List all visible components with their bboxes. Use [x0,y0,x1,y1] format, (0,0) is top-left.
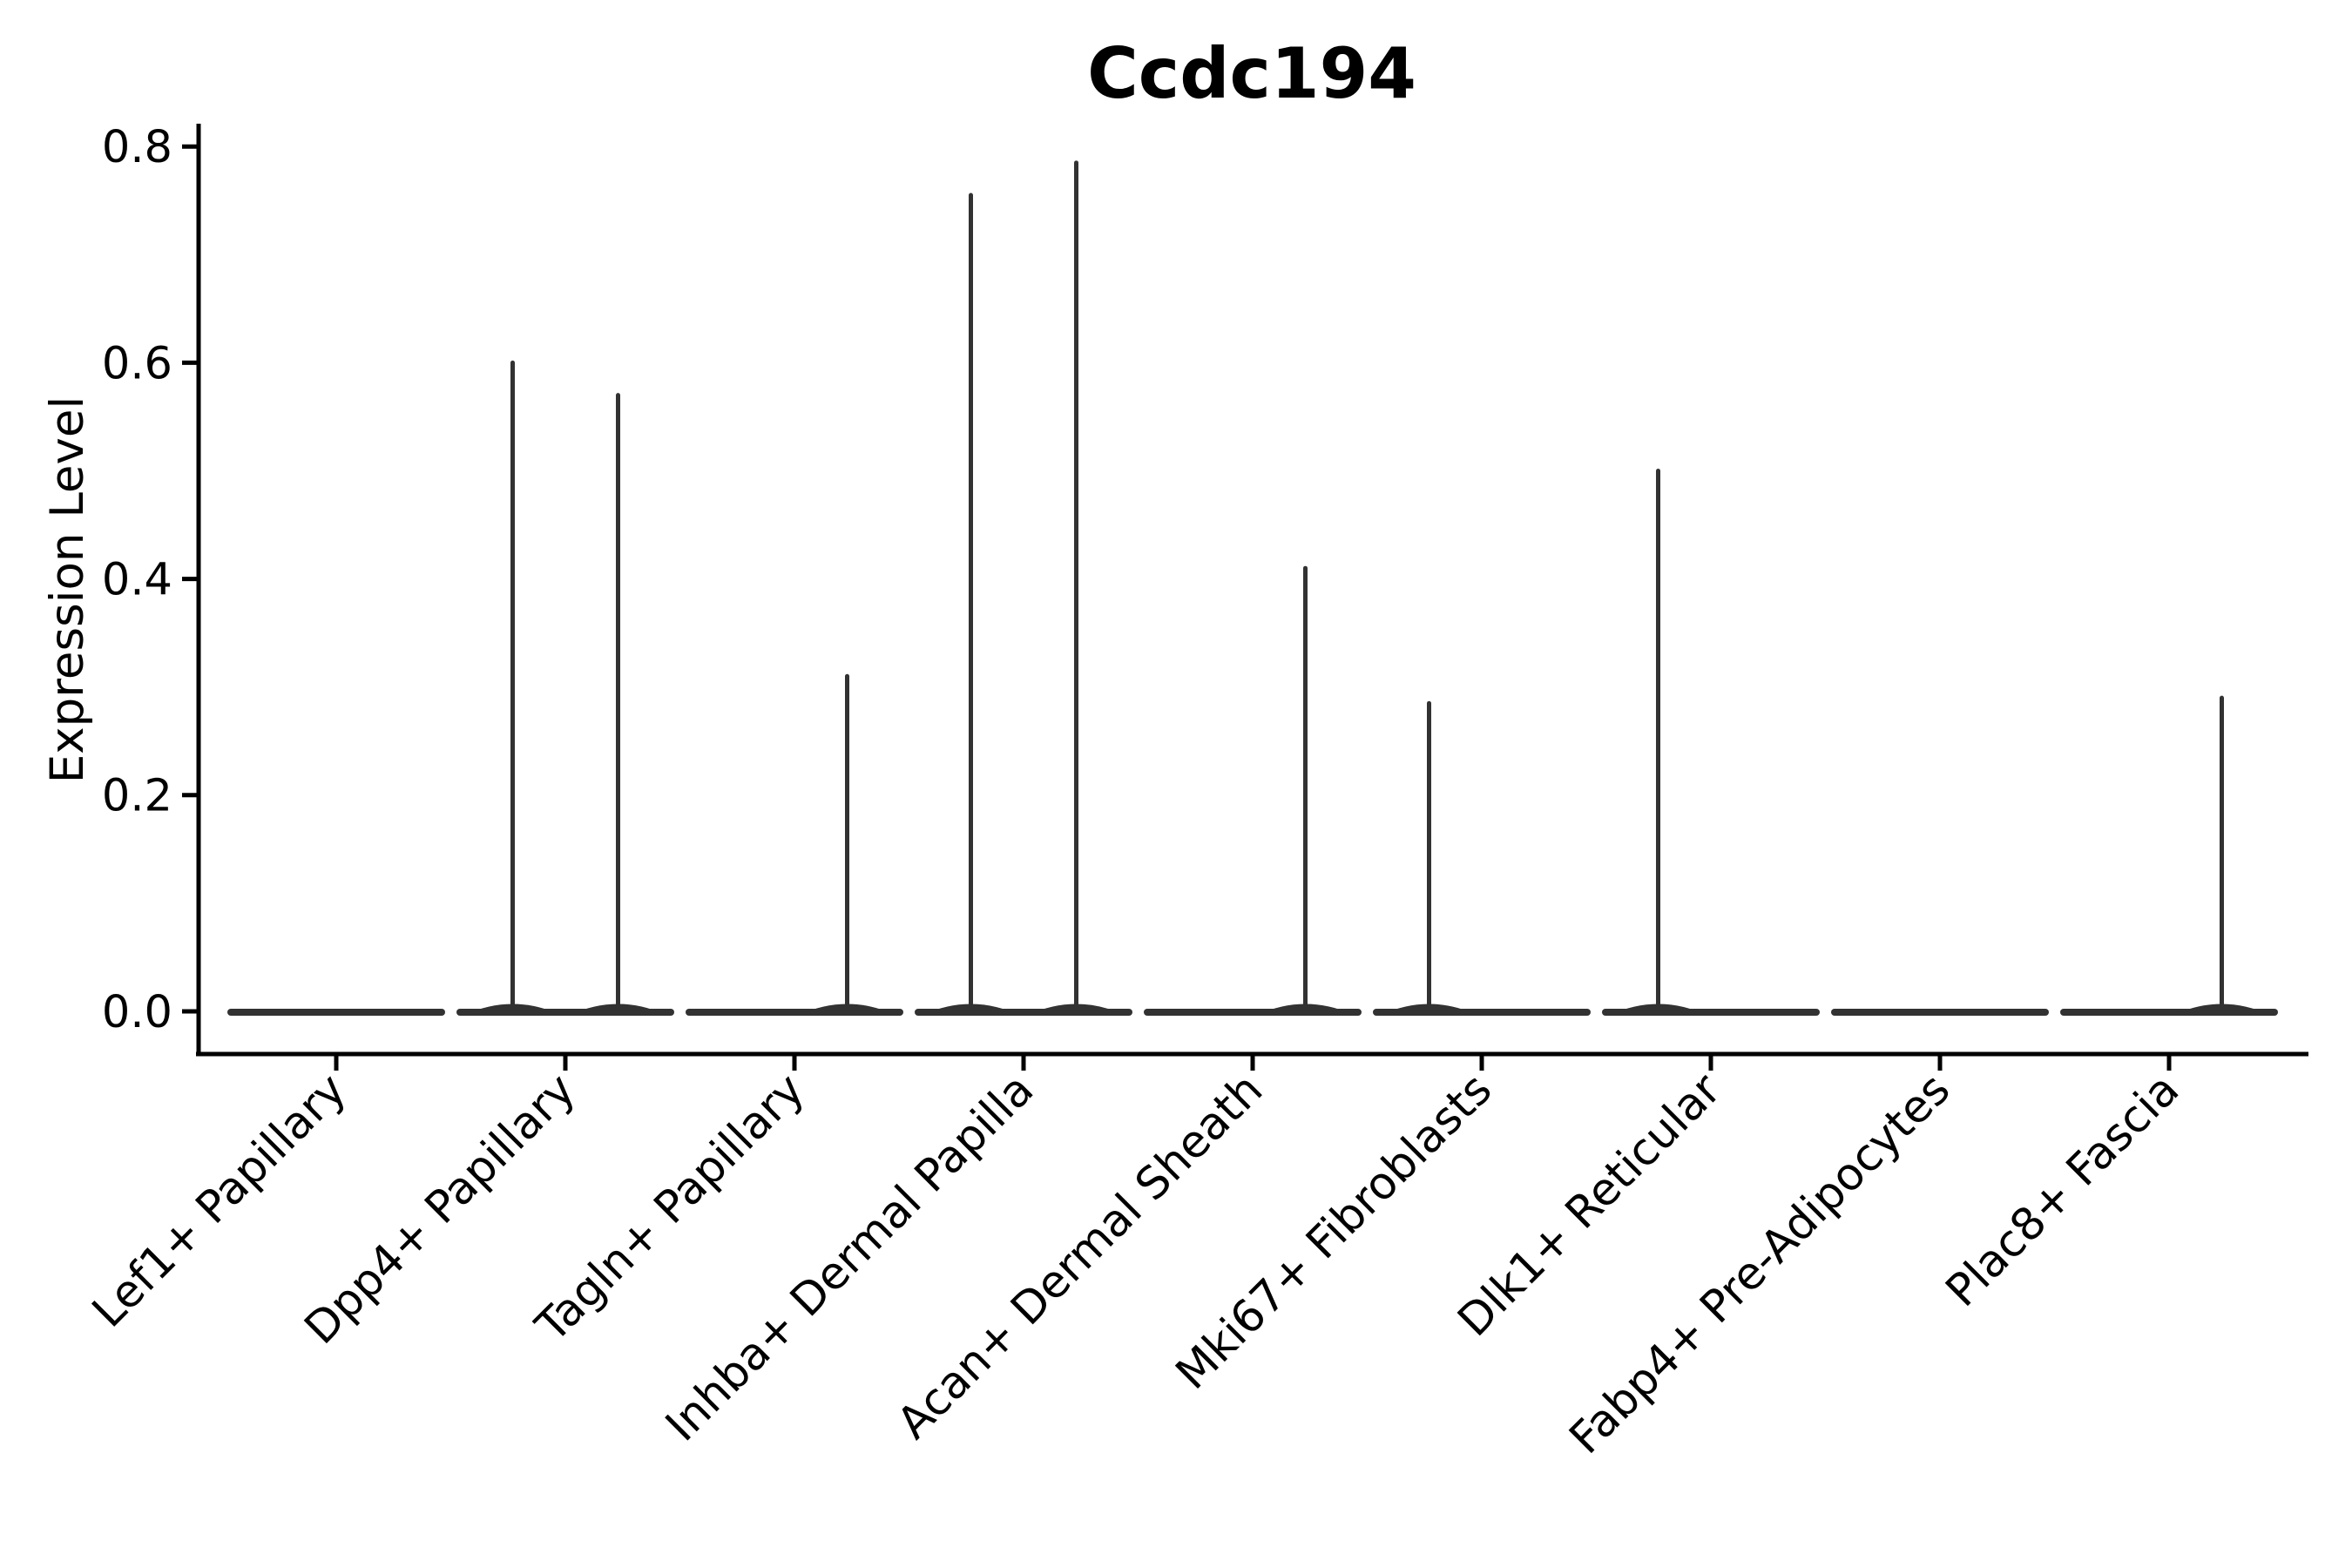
y-tick-label: 0.2 [102,771,172,822]
x-category-label: Plac8+ Fascia [1936,1064,2189,1316]
chart-title: Ccdc194 [1087,33,1416,114]
y-tick-label: 0.6 [102,338,172,389]
x-category-label: Fabp4+ Pre-Adipocytes [1560,1064,1960,1463]
x-category-label: Acan+ Dermal Sheath [888,1064,1273,1449]
y-tick-label: 0.8 [102,122,172,173]
y-tick-label: 0.4 [102,554,172,605]
y-tick-group: 0.0 0.2 0.4 0.6 0.8 [102,122,199,1038]
x-category-label: Inhba+ Dermal Papilla [656,1064,1044,1451]
y-axis-label: Expression Level [41,396,94,783]
violins-group [227,160,2278,1016]
y-tick-label: 0.0 [102,987,172,1038]
